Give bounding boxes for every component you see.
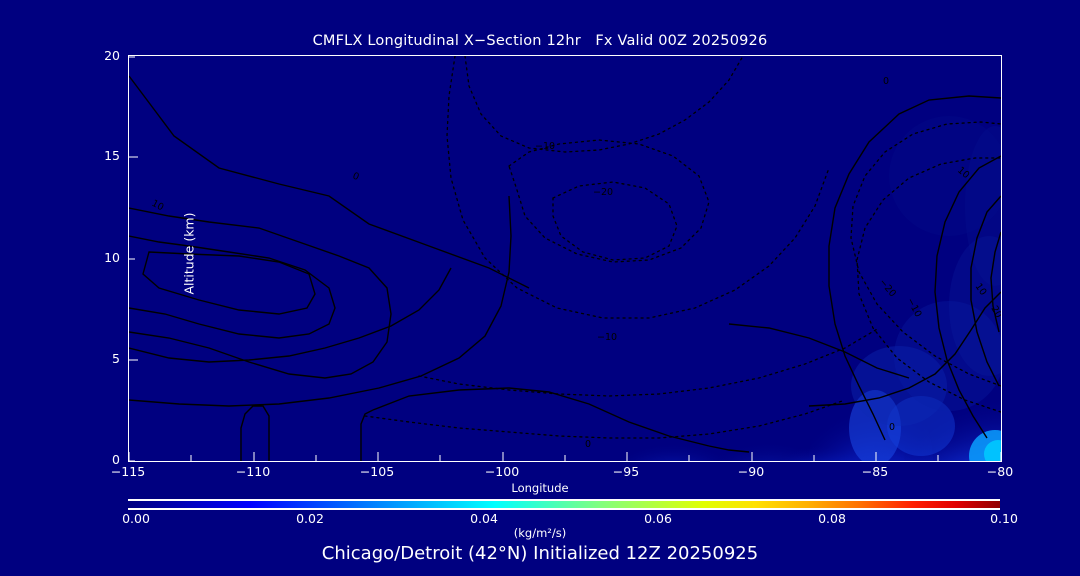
contour-label-0-upper-right: 0 [883, 76, 889, 87]
filled-mass-flux-field [619, 116, 1001, 461]
colorbar-tick-4: 0.08 [818, 511, 846, 526]
x-axis-label: Longitude [511, 481, 569, 495]
x-tick-neg95: −95 [612, 464, 640, 479]
x-tick-neg90: −90 [737, 464, 765, 479]
x-tick-neg80: −80 [986, 464, 1014, 479]
colorbar [128, 499, 1000, 510]
plot-area: 0 10 −10 −20 −10 0 0 10 −20 −10 10 20 0 [128, 55, 1002, 462]
colorbar-tick-2: 0.04 [470, 511, 498, 526]
colorbar-tick-3: 0.06 [644, 511, 672, 526]
y-tick-15: 15 [104, 148, 120, 163]
plot-canvas: 0 10 −10 −20 −10 0 0 10 −20 −10 10 20 0 [129, 56, 1001, 461]
contour-label-0-upper-left: 0 [351, 171, 361, 183]
x-tick-neg110: −110 [235, 464, 271, 479]
y-tick-0: 0 [112, 452, 120, 467]
chart-title: CMFLX Longitudinal X−Section 12hr Fx Val… [312, 33, 768, 49]
y-tick-5: 5 [112, 351, 120, 366]
colorbar-units-label: (kg/m²/s) [513, 526, 567, 540]
contour-label-neg20-center: −20 [593, 187, 613, 198]
colorbar-tick-0: 0.00 [122, 511, 150, 526]
colorbar-tick-1: 0.02 [296, 511, 324, 526]
x-tick-neg105: −105 [359, 464, 395, 479]
axis-tick-marks-inner [129, 56, 1001, 461]
colorbar-tick-5: 0.10 [990, 511, 1018, 526]
y-tick-20: 20 [104, 48, 120, 63]
contour-label-neg10-center-low: −10 [597, 332, 617, 343]
dotted-contours [364, 56, 1001, 439]
contour-label-10-left: 10 [150, 198, 166, 213]
contour-label-neg10-upper-center: −10 [535, 141, 555, 152]
y-axis-label: Altitude (km) [181, 212, 197, 295]
contour-label-0-surface-center: 0 [585, 439, 591, 450]
x-tick-neg85: −85 [861, 464, 889, 479]
y-tick-10: 10 [104, 250, 120, 265]
x-tick-neg100: −100 [484, 464, 520, 479]
x-tick-neg115: −115 [110, 464, 146, 479]
contour-label-0-surface-right: 0 [889, 422, 895, 433]
figure-caption: Chicago/Detroit (42°N) Initialized 12Z 2… [321, 543, 759, 564]
